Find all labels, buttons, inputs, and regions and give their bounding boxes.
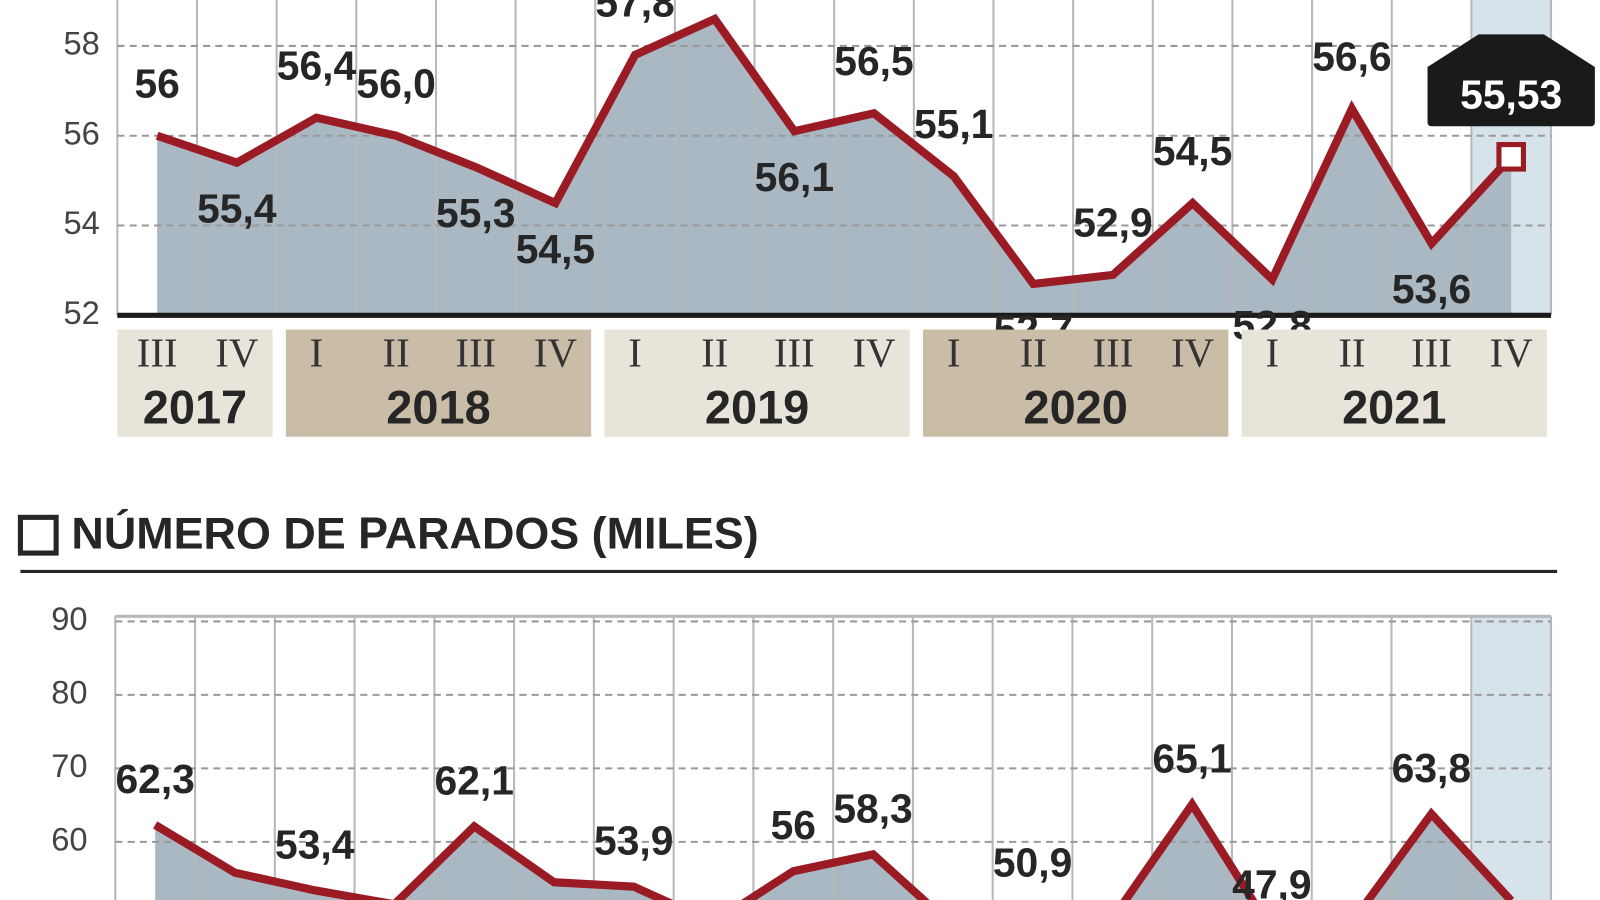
quarter-label: III: [455, 331, 496, 376]
quarter-label: IV: [1490, 331, 1533, 376]
year-box: [923, 329, 1229, 437]
badge: [1427, 34, 1595, 127]
quarter-label: II: [383, 331, 410, 376]
quarter-label: IV: [852, 331, 895, 376]
value-label: 55,4: [197, 185, 277, 231]
value-label: 54,5: [516, 226, 595, 272]
y-tick-label: 70: [51, 747, 87, 784]
value-label: 62,3: [115, 756, 194, 802]
quarter-label: I: [1265, 331, 1279, 376]
year-box: [1241, 329, 1547, 437]
year-label: 2019: [705, 382, 809, 434]
year-label: 2020: [1023, 382, 1127, 434]
quarter-label: II: [701, 331, 728, 376]
value-label: 53,6: [1392, 266, 1471, 312]
highlight-column: [1471, 616, 1552, 900]
quarter-label: IV: [534, 331, 577, 376]
year-box: [117, 329, 273, 437]
quarter-label: III: [1093, 331, 1134, 376]
value-label: 50,9: [993, 840, 1072, 886]
value-label: 55,1: [914, 101, 993, 147]
quarter-label: II: [1020, 331, 1047, 376]
value-label: 63,8: [1392, 745, 1471, 791]
value-label: 56,5: [834, 38, 913, 84]
value-label: 53,9: [594, 818, 673, 864]
value-label: 56,6: [1312, 34, 1391, 80]
last-point-marker: [1496, 142, 1526, 172]
quarter-label: IV: [1171, 331, 1214, 376]
value-label: 54,5: [1153, 128, 1232, 174]
value-label: 47,9: [1232, 862, 1311, 900]
badge-label: 55,53: [1460, 71, 1562, 117]
quarter-label: II: [1338, 331, 1365, 376]
quarter-label: I: [628, 331, 642, 376]
quarter-label: III: [1411, 331, 1452, 376]
value-label: 65,1: [1152, 735, 1231, 781]
quarter-label: I: [947, 331, 961, 376]
year-label: 2018: [386, 382, 490, 434]
y-tick-label: 90: [51, 600, 87, 637]
year-label: 2021: [1342, 382, 1446, 434]
quarter-label: IV: [215, 331, 258, 376]
value-label: 56,1: [755, 154, 834, 200]
quarter-label: I: [310, 331, 324, 376]
value-label: 56,4: [277, 43, 357, 89]
chart-title: NÚMERO DE PARADOS (MILES): [71, 508, 758, 559]
value-label: 55,3: [436, 190, 515, 236]
line: [155, 13, 1515, 289]
value-label: 58,3: [833, 785, 912, 831]
y-tick-label: 54: [63, 204, 99, 241]
y-tick-label: 52: [63, 294, 99, 331]
value-label: 62,1: [435, 757, 514, 803]
value-label: 53,4: [275, 821, 355, 867]
year-box: [285, 329, 592, 437]
year-label: 2017: [143, 382, 247, 434]
y-tick-label: 58: [63, 25, 99, 62]
value-label: 52,9: [1073, 200, 1152, 246]
y-tick-label: 56: [63, 114, 99, 151]
value-label: 56: [771, 802, 816, 848]
area: [155, 804, 1511, 900]
value-label: 56: [134, 61, 179, 107]
line: [153, 796, 1515, 900]
legend-square-icon: [17, 514, 59, 556]
y-tick-label: 80: [51, 674, 87, 711]
quarter-label: III: [137, 331, 178, 376]
y-tick-label: 60: [51, 820, 87, 857]
quarter-label: III: [774, 331, 815, 376]
value-label: 56,0: [356, 61, 435, 107]
value-label: 57,8: [595, 0, 674, 26]
year-box: [604, 329, 910, 437]
